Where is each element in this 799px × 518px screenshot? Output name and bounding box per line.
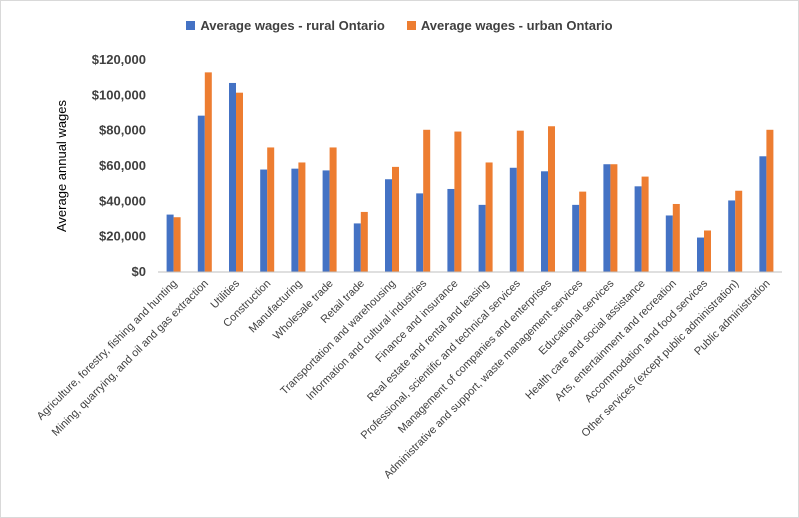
bar-urban (360, 211, 368, 272)
bar-urban (454, 131, 462, 272)
bar-urban (672, 203, 680, 272)
legend-label-rural: Average wages - rural Ontario (200, 18, 385, 33)
bar-urban (516, 130, 524, 272)
bar-rural (291, 168, 299, 272)
bar-urban (766, 129, 774, 272)
bar-rural (634, 186, 642, 272)
bar-rural (260, 169, 268, 272)
bar-urban (610, 164, 618, 272)
x-axis-labels: Agriculture, forestry, fishing and hunti… (35, 277, 773, 481)
y-axis-label: Average annual wages (54, 99, 69, 232)
legend: Average wages - rural Ontario Average wa… (0, 18, 799, 33)
bar-urban (392, 166, 399, 272)
bar-rural (322, 170, 330, 272)
bar-urban (704, 230, 711, 272)
y-tick-label: $40,000 (99, 193, 146, 208)
y-tick-label: $0 (132, 264, 146, 279)
bar-rural (541, 171, 548, 272)
bar-rural (603, 164, 611, 272)
bar-urban (579, 191, 587, 272)
y-tick-label: $120,000 (92, 52, 146, 67)
bar-rural (509, 167, 517, 272)
bar-urban (423, 129, 431, 272)
y-tick-label: $60,000 (99, 158, 146, 173)
bar-rural (728, 200, 736, 272)
legend-swatch-urban (406, 21, 416, 30)
bar-rural (759, 156, 767, 272)
legend-item-urban: Average wages - urban Ontario (406, 18, 613, 33)
bar-rural (416, 193, 424, 272)
x-tick-label: Mining, quarrying, and oil and gas extra… (50, 278, 211, 439)
x-tick-label: Agriculture, forestry, fishing and hunti… (35, 278, 180, 423)
bar-rural (385, 179, 392, 272)
bar-rural (166, 214, 174, 272)
y-tick-label: $80,000 (99, 123, 146, 138)
bar-rural (665, 215, 673, 272)
bar-rural (197, 115, 205, 273)
bar-urban (267, 147, 275, 272)
y-tick-label: $20,000 (99, 229, 146, 244)
bar-urban (236, 92, 243, 272)
bar-urban (641, 176, 649, 272)
legend-label-urban: Average wages - urban Ontario (420, 18, 613, 33)
bar-rural (229, 82, 236, 272)
bar-rural (478, 204, 486, 272)
bar-urban (204, 72, 212, 272)
bar-rural (572, 204, 580, 272)
bar-urban (735, 190, 743, 272)
y-tick-label: $100,000 (92, 87, 146, 102)
bar-rural (353, 223, 361, 272)
legend-swatch-rural (186, 21, 196, 30)
bars (166, 72, 774, 273)
bar-rural (447, 188, 455, 272)
bar-urban (548, 126, 555, 272)
bar-urban (485, 162, 493, 272)
bar-rural (697, 237, 704, 272)
bar-urban (329, 147, 337, 272)
bar-urban (173, 217, 181, 272)
y-axis: $0 $20,000 $40,000 $60,000 $80,000 $100,000 $1… (92, 52, 146, 279)
bar-urban (298, 162, 306, 272)
legend-item-rural: Average wages - rural Ontario (186, 18, 385, 33)
